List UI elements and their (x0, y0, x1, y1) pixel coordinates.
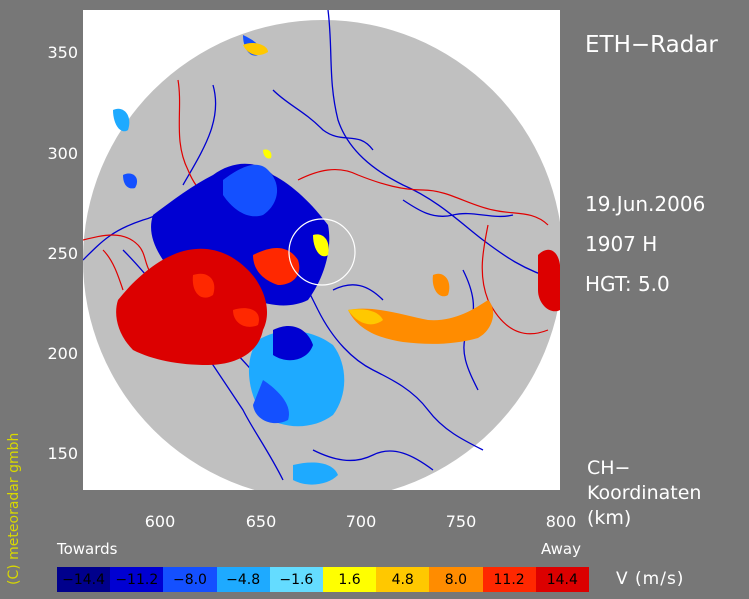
date-label: 19.Jun.2006 (585, 192, 706, 216)
x-tick-label: 750 (445, 512, 477, 531)
x-tick-label: 700 (345, 512, 377, 531)
legend-towards-label: Towards (57, 540, 118, 558)
echo-receding (116, 42, 560, 365)
legend-bin: 1.6 (322, 567, 377, 592)
legend-bin: 4.8 (376, 567, 430, 592)
radar-map (83, 10, 560, 490)
x-tick-label: 600 (144, 512, 176, 531)
coords-unit-label: (km) (587, 507, 632, 529)
legend-bin: −14.4 (57, 567, 111, 592)
x-tick-label: 800 (545, 512, 577, 531)
y-tick-label: 350 (47, 43, 78, 62)
time-label: 1907 H (585, 232, 658, 256)
legend-bin: 8.0 (429, 567, 483, 592)
credit-text: (C) meteoradar gmbh (6, 432, 22, 585)
coords-label: Koordinaten (587, 482, 702, 504)
velocity-color-scale: −14.4 −11.2 −8.0 −4.8 −1.6 1.6 4.8 8.0 1… (57, 567, 589, 592)
radar-plot (83, 10, 560, 490)
legend-unit-label: V (m/s) (616, 569, 685, 589)
radar-site-ring (288, 218, 356, 286)
x-tick-label: 650 (245, 512, 277, 531)
y-tick-label: 150 (47, 444, 78, 463)
legend-bin: −8.0 (163, 567, 217, 592)
y-tick-label: 250 (47, 244, 78, 263)
legend-bin: 14.4 (535, 567, 589, 592)
product-title: ETH−Radar (585, 32, 718, 58)
y-tick-label: 200 (47, 344, 78, 363)
legend-bin: −1.6 (269, 567, 323, 592)
legend-bin: 11.2 (482, 567, 536, 592)
legend-bin: −4.8 (216, 567, 270, 592)
height-label: HGT: 5.0 (585, 272, 670, 296)
y-tick-label: 300 (47, 144, 78, 163)
coords-label: CH− (587, 457, 631, 479)
legend-bin: −11.2 (110, 567, 164, 592)
legend-away-label: Away (541, 540, 581, 558)
